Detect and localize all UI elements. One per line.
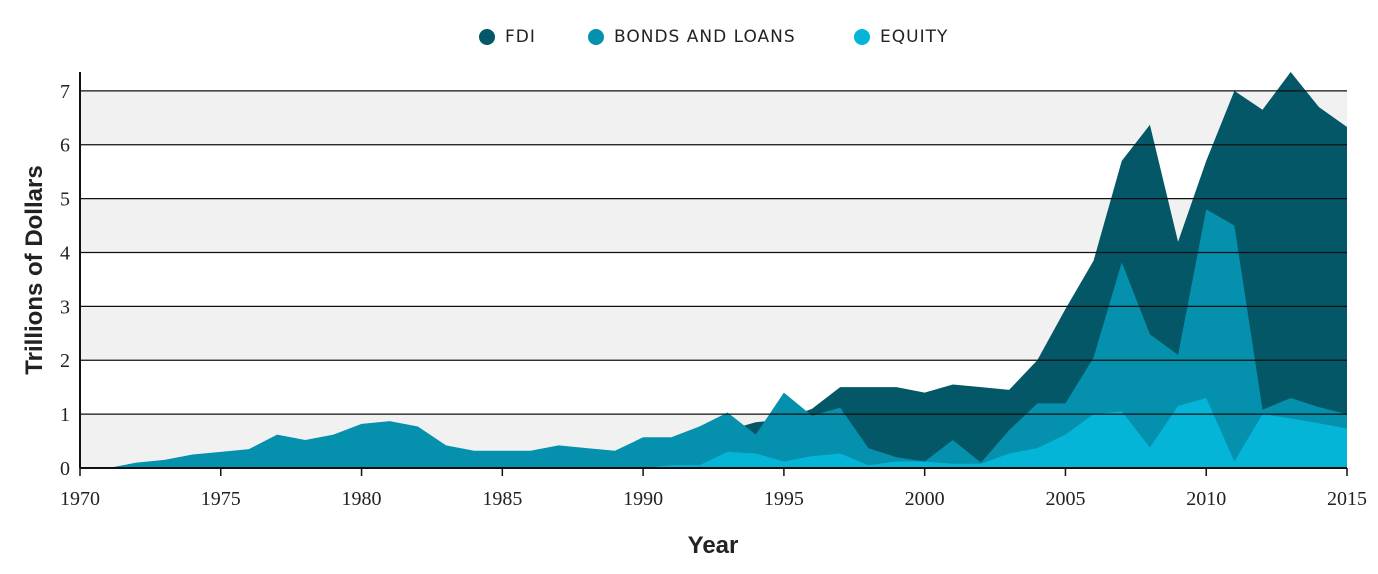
grid-band: [80, 90, 1347, 145]
x-tick-label: 1975: [201, 488, 241, 510]
x-tick-label: 1995: [764, 488, 804, 510]
y-tick-label: 5: [60, 189, 70, 211]
y-axis-title: Trillions of Dollars: [21, 165, 48, 374]
x-tick-label: 1980: [342, 488, 382, 510]
legend-label: EQUITY: [880, 27, 948, 47]
legend-swatch: [854, 29, 870, 45]
x-tick-label: 2015: [1327, 488, 1367, 510]
x-tick-label: 2005: [1045, 488, 1085, 510]
x-tick-label: 1970: [60, 488, 100, 510]
y-tick-label: 7: [60, 81, 70, 103]
legend-swatch: [588, 29, 604, 45]
y-tick-label: 1: [60, 404, 70, 426]
area: [80, 397, 1347, 468]
y-tick-label: 2: [60, 350, 70, 372]
x-axis-title: Year: [688, 532, 739, 559]
x-tick-label: 2000: [905, 488, 945, 510]
y-tick-label: 6: [60, 135, 70, 157]
legend-swatch: [479, 29, 495, 45]
y-tick-label: 0: [60, 458, 70, 480]
legend-label: BONDS AND LOANS: [614, 27, 796, 47]
y-tick-label: 3: [60, 296, 70, 318]
legend-label: FDI: [505, 27, 536, 47]
x-tick-label: 1985: [482, 488, 522, 510]
y-tick-label: 4: [60, 242, 70, 264]
x-tick-label: 2010: [1186, 488, 1226, 510]
x-tick-label: 1990: [623, 488, 663, 510]
